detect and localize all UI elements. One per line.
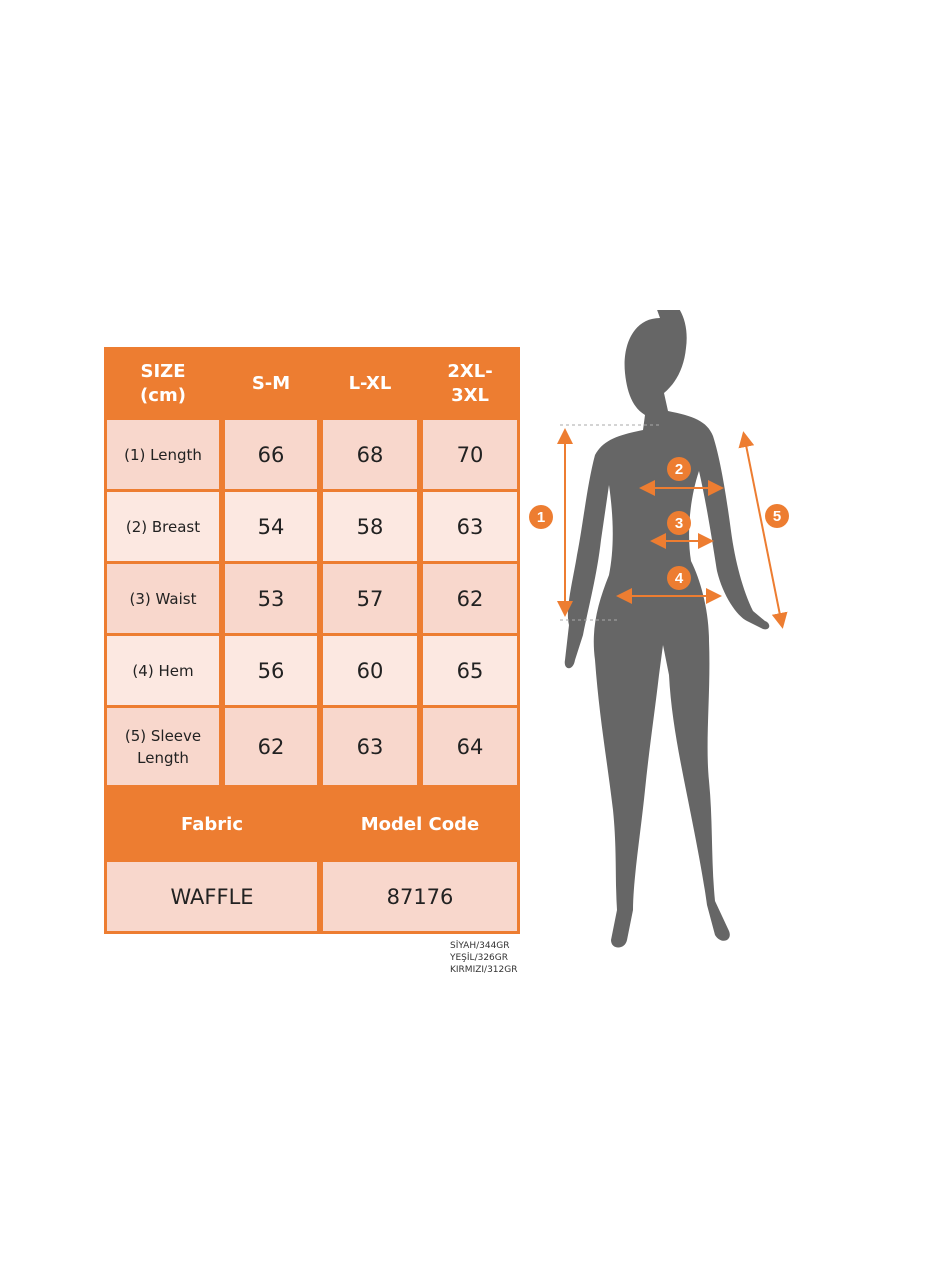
fabric-value: WAFFLE [104, 862, 320, 934]
marker-2-label: 2 [675, 461, 683, 478]
cell: 53 [222, 564, 320, 636]
table-row: (4) Hem 56 60 65 [104, 636, 520, 708]
marker-3 [667, 511, 691, 535]
marker-4-label: 4 [675, 570, 684, 587]
cell: 68 [320, 420, 420, 492]
cell: 58 [320, 492, 420, 564]
marker-3-label: 3 [675, 515, 683, 532]
body-silhouette: 1 2 3 4 5 [529, 310, 789, 948]
color-weights: SİYAH/344GR YEŞİL/326GR KIRMIZI/312GR [450, 940, 518, 976]
marker-4 [667, 566, 691, 590]
cell: 54 [222, 492, 320, 564]
cell: 70 [420, 420, 520, 492]
fabric-row: WAFFLE 87176 [104, 862, 520, 934]
table-row: (3) Waist 53 57 62 [104, 564, 520, 636]
cell: 60 [320, 636, 420, 708]
cell: 65 [420, 636, 520, 708]
row-label: (4) Hem [104, 636, 222, 708]
marker-5-label: 5 [773, 508, 781, 525]
cell: 64 [420, 708, 520, 788]
cell: 57 [320, 564, 420, 636]
weight-red: KIRMIZI/312GR [450, 965, 518, 975]
cell: 62 [420, 564, 520, 636]
model-code-value: 87176 [320, 862, 520, 934]
cell: 63 [420, 492, 520, 564]
header-size: SIZE (cm) [140, 360, 186, 406]
table-row: (5) Sleeve Length 62 63 64 [104, 708, 520, 788]
table-row: (2) Breast 54 58 63 [104, 492, 520, 564]
row-label: (5) Sleeve Length [104, 708, 222, 788]
cell: 62 [222, 708, 320, 788]
cell: 56 [222, 636, 320, 708]
cell: 63 [320, 708, 420, 788]
row-label: (2) Breast [104, 492, 222, 564]
marker-1-label: 1 [537, 509, 545, 526]
marker-2 [667, 457, 691, 481]
fabric-header-row: Fabric Model Code [104, 788, 520, 862]
cell: 66 [222, 420, 320, 492]
size-chart-table: SIZE (cm) S-M L-XL 2XL-3XL (1) Length 66 … [104, 347, 520, 934]
table-row: (1) Length 66 68 70 [104, 420, 520, 492]
header-2xl-3xl-label: 2XL-3XL [447, 360, 493, 406]
row-label: (1) Length [104, 420, 222, 492]
header-s-m: S-M [251, 372, 291, 394]
weight-green: YEŞİL/326GR [450, 953, 509, 963]
row-label: (3) Waist [104, 564, 222, 636]
header-l-xl: L-XL [348, 372, 392, 394]
marker-5 [765, 504, 789, 528]
weight-black: SİYAH/344GR [450, 941, 510, 951]
fabric-label: Fabric [181, 814, 243, 835]
header-2xl-3xl: 2XL-3XL [420, 347, 520, 420]
marker-1 [529, 505, 553, 529]
model-code-label: Model Code [360, 814, 480, 835]
header-row: SIZE (cm) S-M L-XL 2XL-3XL [104, 347, 520, 420]
